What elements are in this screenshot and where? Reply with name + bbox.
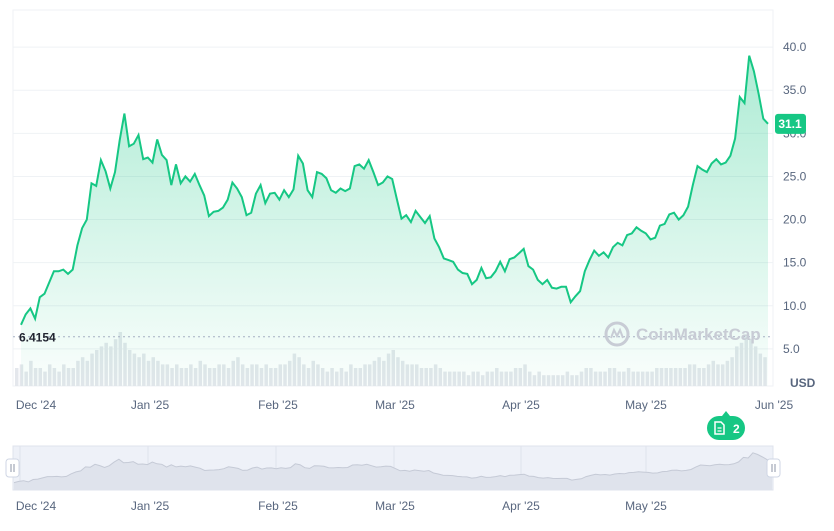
y-tick-label: 35.0 <box>783 83 807 97</box>
event-badge-count: 2 <box>733 422 740 436</box>
navigator-tick-label: May '25 <box>625 499 667 513</box>
price-area <box>21 55 768 386</box>
x-tick-label: May '25 <box>625 398 667 412</box>
volume-bar <box>15 368 19 386</box>
navigator-area <box>14 452 772 490</box>
coinmarketcap-logo-icon <box>604 321 630 347</box>
event-badge[interactable]: 2 <box>707 411 745 440</box>
navigator-tick-label: Mar '25 <box>375 499 415 513</box>
x-tick-label: Jun '25 <box>755 398 794 412</box>
x-tick-label: Feb '25 <box>258 398 298 412</box>
unit-label: USD <box>790 376 816 390</box>
navigator-right-handle[interactable] <box>766 458 781 478</box>
x-tick-label: Jan '25 <box>131 398 170 412</box>
navigator-left-handle[interactable] <box>5 458 20 478</box>
y-tick-label: 5.0 <box>783 342 800 356</box>
last-value-label: 31.1 <box>778 117 802 131</box>
x-axis: Dec '24 Jan '25 Feb '25 Mar '25 Apr '25 May '… <box>16 398 794 412</box>
x-tick-label: Apr '25 <box>502 398 540 412</box>
price-line <box>20 55 769 326</box>
y-tick-label: 40.0 <box>783 40 807 54</box>
last-value-tag: 31.1 <box>775 113 806 134</box>
start-value-label: 6.4154 <box>19 331 56 345</box>
watermark-text: CoinMarketCap <box>636 325 761 344</box>
y-axis: 5.010.015.020.025.030.035.040.0 <box>783 40 807 356</box>
navigator-tick-label: Jan '25 <box>131 499 170 513</box>
document-icon <box>714 421 725 435</box>
y-tick-label: 10.0 <box>783 299 807 313</box>
coinmarketcap-logo-mark <box>610 327 624 339</box>
watermark: CoinMarketCap <box>604 321 761 347</box>
y-tick-label: 15.0 <box>783 256 807 270</box>
x-tick-label: Mar '25 <box>375 398 415 412</box>
range-navigator[interactable] <box>5 445 781 491</box>
y-tick-label: 20.0 <box>783 213 807 227</box>
navigator-line <box>13 452 773 484</box>
navigator-tick-label: Apr '25 <box>502 499 540 513</box>
x-tick-label: Dec '24 <box>16 398 57 412</box>
y-tick-label: 25.0 <box>783 169 807 183</box>
navigator-x-axis: Dec '24 Jan '25 Feb '25 Mar '25 Apr '25 May '… <box>16 499 667 513</box>
navigator-tick-label: Feb '25 <box>258 499 298 513</box>
navigator-tick-label: Dec '24 <box>16 499 57 513</box>
